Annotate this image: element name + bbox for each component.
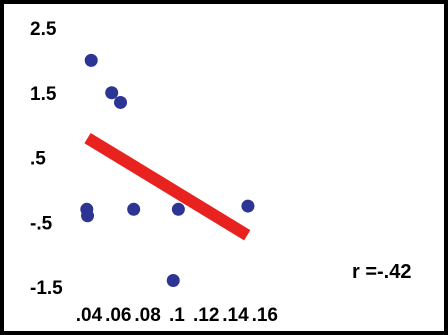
y-tick-label: -1.5 bbox=[30, 278, 63, 299]
correlation-annotation: r =-.42 bbox=[352, 261, 411, 283]
data-point bbox=[171, 202, 185, 216]
x-axis-ticks: .04.06.08 .1 .12.14.16 bbox=[76, 305, 278, 326]
data-point bbox=[81, 209, 95, 223]
x-tick-label: .04 bbox=[76, 305, 103, 326]
x-tick-label: .14 bbox=[222, 305, 249, 326]
data-point bbox=[166, 274, 180, 288]
y-tick-label: -.5 bbox=[30, 213, 53, 234]
x-tick-label: .12 bbox=[193, 305, 219, 326]
y-tick-label: 2.5 bbox=[30, 19, 57, 40]
data-point bbox=[113, 95, 127, 109]
x-tick-label: .06 bbox=[105, 305, 131, 326]
x-tick-label: .1 bbox=[169, 305, 185, 326]
data-points bbox=[80, 53, 255, 288]
y-axis-ticks: 2.5 1.5 .5 -.5 -1.5 bbox=[30, 19, 63, 299]
data-point bbox=[105, 86, 119, 100]
x-tick-label: .08 bbox=[134, 305, 160, 326]
x-tick-label: .16 bbox=[252, 305, 278, 326]
data-point bbox=[241, 199, 255, 213]
y-tick-label: .5 bbox=[30, 149, 46, 170]
y-tick-label: 1.5 bbox=[30, 84, 57, 105]
trendline bbox=[84, 132, 251, 241]
data-point bbox=[127, 202, 141, 216]
data-point bbox=[84, 53, 98, 67]
